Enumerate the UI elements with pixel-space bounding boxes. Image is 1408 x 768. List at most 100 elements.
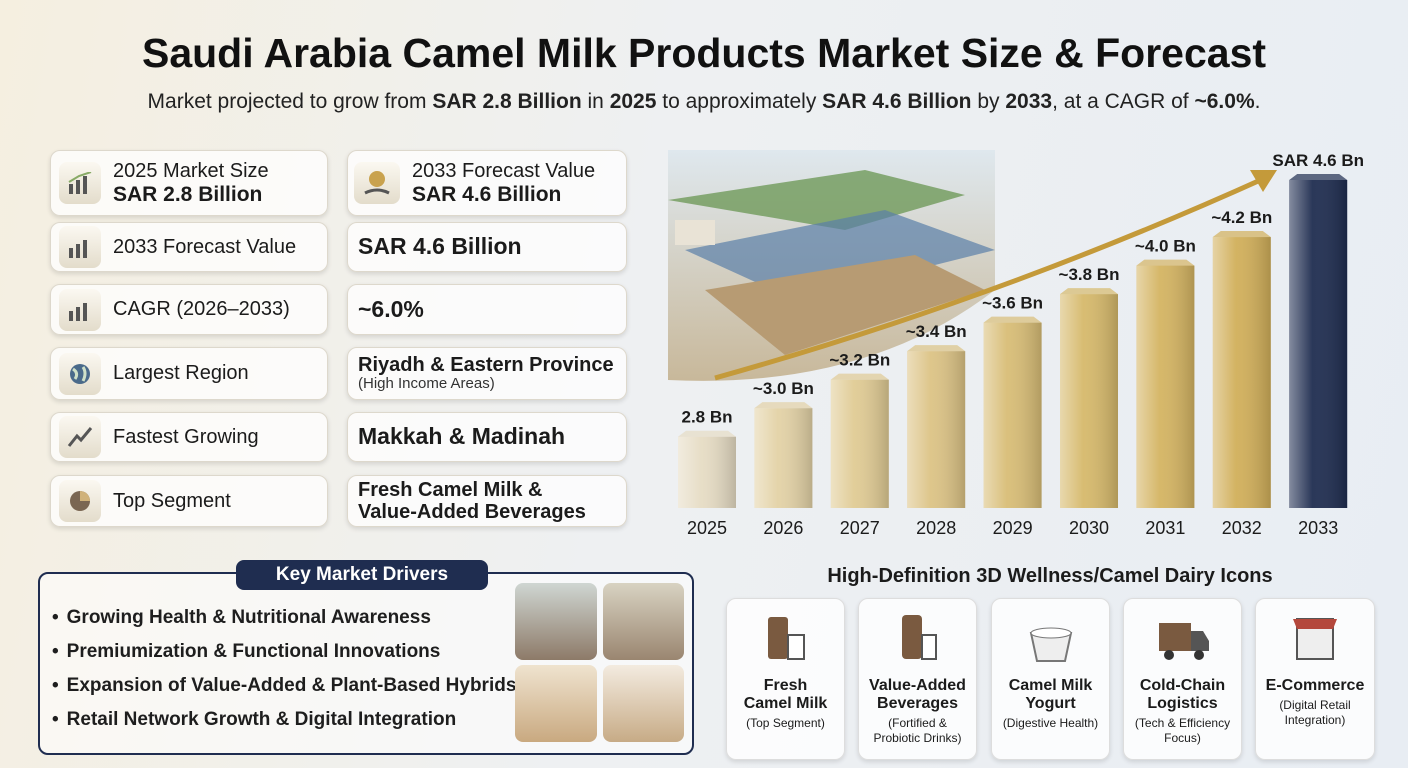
subtitle-part: by xyxy=(971,90,1006,113)
farm-image xyxy=(668,150,995,381)
value-line: SAR 4.6 Billion xyxy=(358,233,522,260)
x-tick-label: 2028 xyxy=(916,518,956,538)
x-tick-label: 2029 xyxy=(993,518,1033,538)
icon xyxy=(859,599,976,677)
subtitle-part: Market projected to grow from xyxy=(147,90,433,113)
bar-top xyxy=(1060,288,1118,295)
drivers-title: Key Market Drivers xyxy=(236,560,488,590)
value-line: Value-Added Beverages xyxy=(358,501,586,523)
metric-label: 2033 Forecast Value xyxy=(113,235,297,258)
value-line: Makkah & Madinah xyxy=(358,423,566,450)
icon xyxy=(59,352,101,395)
value-label: ~3.2 Bn xyxy=(829,351,890,370)
metric-value: SAR 4.6 Billion xyxy=(348,233,522,260)
subtitle-part: , at a CAGR of xyxy=(1052,90,1195,113)
bullet: • xyxy=(52,641,59,662)
bar-shade xyxy=(678,436,736,508)
metric-card: Largest Region xyxy=(50,347,328,400)
subtitle-part: . xyxy=(1254,90,1261,113)
bar-top xyxy=(830,373,889,380)
metric-value-card: Fresh Camel Milk & Value-Added Beverages xyxy=(347,475,627,527)
arrow-head xyxy=(1250,170,1277,192)
metric-card: 2033 Forecast Value xyxy=(50,222,328,272)
stat-card: 2025 Market Size SAR 2.8 Billion xyxy=(50,150,328,216)
value-label: ~3.4 Bn xyxy=(906,322,967,341)
icon-name: Logistics xyxy=(1147,695,1218,712)
driver-text: Growing Health & Nutritional Awareness xyxy=(66,607,431,628)
icon-note: (Top Segment) xyxy=(746,716,825,730)
value-note: (High Income Areas) xyxy=(358,375,495,393)
icon-card: Fresh Camel Milk (Top Segment) xyxy=(726,598,845,760)
bar-shade xyxy=(754,408,813,508)
metric-value-card: Makkah & Madinah xyxy=(347,412,627,462)
icon xyxy=(354,162,400,204)
icon-name: Fresh xyxy=(763,677,808,694)
photo xyxy=(515,583,597,660)
photo xyxy=(603,665,684,742)
icon-card: E-Commerce (Digital Retail Integration) xyxy=(1255,598,1375,760)
x-tick-label: 2026 xyxy=(763,518,803,538)
icon-name: Camel Milk xyxy=(1008,677,1093,694)
bar-shade xyxy=(1212,237,1271,508)
metric-card: Top Segment xyxy=(50,475,328,527)
subtitle-part: to approximately xyxy=(656,90,823,113)
metric-value: ~6.0% xyxy=(348,295,424,322)
driver-item: • Expansion of Value-Added & Plant-Based … xyxy=(52,675,516,697)
icon-name: Yogurt xyxy=(1025,695,1076,712)
driver-text: Premiumization & Functional Innovations xyxy=(66,641,441,662)
value-line: ~6.0% xyxy=(358,295,424,322)
value-label: 2.8 Bn xyxy=(681,408,732,427)
bar-top xyxy=(1212,231,1271,238)
bar-top xyxy=(1289,174,1348,180)
icon xyxy=(59,162,101,204)
icon-note: (Digestive Health) xyxy=(1002,716,1099,730)
icon-name: Cold-Chain xyxy=(1139,677,1226,694)
stat-value: SAR 2.8 Billion xyxy=(113,182,263,206)
metric-value-card: SAR 4.6 Billion xyxy=(347,222,627,272)
metric-value: Riyadh & Eastern Province (High Income Ar… xyxy=(348,354,614,393)
icon-note: Focus) xyxy=(1164,731,1201,745)
icon-card: Cold-Chain Logistics (Tech & Efficiency Foc… xyxy=(1123,598,1242,760)
driver-text: Expansion of Value-Added & Plant-Based H… xyxy=(66,675,517,696)
subtitle-part: 2025 xyxy=(609,90,657,113)
bar-shade xyxy=(1060,294,1118,508)
photo xyxy=(603,583,684,660)
icon xyxy=(59,226,101,268)
icon-name: E-Commerce xyxy=(1265,677,1365,694)
metric-label: Top Segment xyxy=(113,489,231,512)
value-label: ~4.0 Bn xyxy=(1135,237,1196,256)
metric-card: CAGR (2026–2033) xyxy=(50,284,328,335)
metric-value-card: Riyadh & Eastern Province (High Income Ar… xyxy=(347,347,627,400)
bar-top xyxy=(1136,259,1195,266)
driver-item: • Premiumization & Functional Innovations xyxy=(52,641,440,663)
subtitle: Market projected to grow from SAR 2.8 Bi… xyxy=(0,90,1408,114)
icon xyxy=(1256,599,1374,677)
icon-note: Integration) xyxy=(1284,713,1346,727)
x-tick-label: 2033 xyxy=(1298,518,1338,538)
photo xyxy=(515,665,597,742)
value-label: SAR 4.6 Bn xyxy=(1272,151,1364,170)
subtitle-part: SAR 4.6 Billion xyxy=(822,90,972,113)
value-label: ~3.6 Bn xyxy=(982,294,1043,313)
subtitle-part: ~6.0% xyxy=(1194,90,1255,113)
icon-card: Value-Added Beverages (Fortified & Probioti… xyxy=(858,598,977,760)
bar-top xyxy=(983,316,1042,323)
icon xyxy=(727,599,844,677)
bar-top xyxy=(678,430,736,437)
icons-title: High-Definition 3D Wellness/Camel Dairy … xyxy=(827,565,1273,587)
icon-note: Probiotic Drinks) xyxy=(873,731,962,745)
subtitle-part: in xyxy=(581,90,610,113)
subtitle-part: 2033 xyxy=(1005,90,1053,113)
chart: 2.8 Bn 2025 ~3.0 Bn 2026 ~3.2 Bn 2027 ~3.4 Bn 2… xyxy=(668,150,1364,538)
x-tick-label: 2030 xyxy=(1069,518,1109,538)
driver-text: Retail Network Growth & Digital Integrat… xyxy=(66,709,457,730)
trend-arrow xyxy=(714,175,1267,381)
icon-note: (Tech & Efficiency xyxy=(1134,716,1231,730)
stat-card: 2033 Forecast Value SAR 4.6 Billion xyxy=(347,150,627,216)
icon xyxy=(59,416,101,458)
icon xyxy=(992,599,1109,677)
metric-value: Makkah & Madinah xyxy=(348,423,566,450)
icon-note: (Digital Retail xyxy=(1279,698,1351,712)
icon-card: Camel Milk Yogurt (Digestive Health) xyxy=(991,598,1110,760)
value-line: Fresh Camel Milk & xyxy=(358,479,543,501)
